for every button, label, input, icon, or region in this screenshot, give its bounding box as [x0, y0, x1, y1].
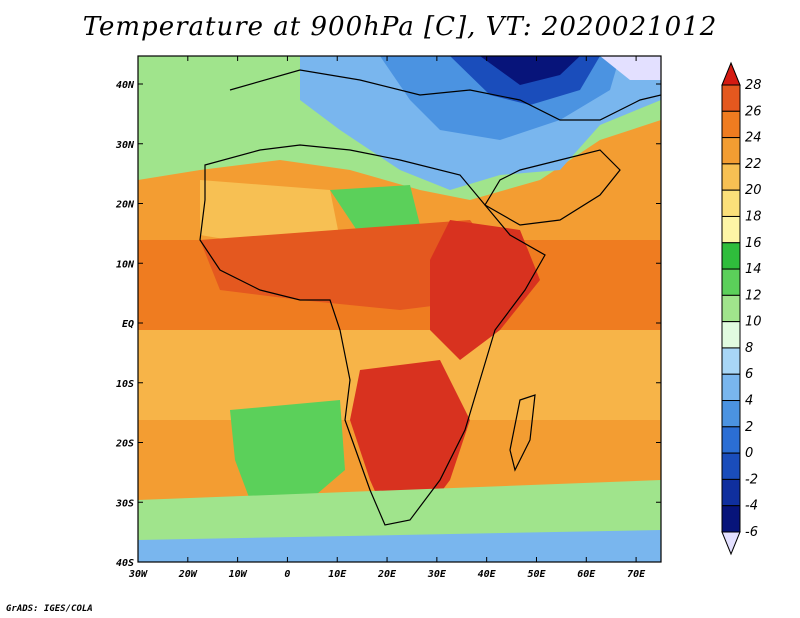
longitude-axis: 30W 20W 10W 0 10E 20E 30E 40E 50E 60E 70E — [128, 56, 646, 580]
colorbar-band — [721, 215, 741, 244]
under-range-region — [600, 56, 661, 80]
colorbar-band — [721, 321, 741, 349]
colorbar-label: 8 — [745, 341, 753, 356]
colorbar-label: 14 — [745, 262, 762, 277]
colorbar-label: 26 — [745, 104, 762, 119]
colorbar-band — [721, 137, 741, 165]
lon-tick-label: 50E — [527, 569, 546, 580]
madagascar-coastline — [509, 394, 536, 472]
lat-tick-label: 40N — [116, 80, 135, 91]
east-africa-hot — [430, 220, 540, 360]
colorbar-band — [721, 347, 741, 375]
lat-tick-label: 20N — [115, 200, 135, 211]
temperature-field — [138, 56, 661, 562]
colorbar-label: 24 — [745, 131, 762, 146]
colorbar-band — [721, 163, 741, 191]
colorbar-label: 2 — [745, 420, 753, 435]
colorbar-label: 4 — [745, 394, 753, 409]
colorbar-label: 16 — [745, 236, 762, 251]
lat-tick-label: 30N — [115, 140, 135, 151]
lat-tick-label: 10S — [116, 379, 134, 390]
lat-tick-label: 10N — [116, 259, 135, 270]
lat-tick-label: EQ — [122, 319, 134, 330]
lon-tick-label: 40E — [478, 569, 497, 580]
lat-tick-label: 20S — [115, 439, 134, 450]
lat-tick-label: 30S — [115, 498, 134, 509]
colorbar-label: -6 — [745, 525, 758, 540]
colorbar-label: -2 — [745, 472, 758, 487]
colorbar-label: 22 — [745, 157, 762, 172]
colorbar-over-triangle — [721, 61, 741, 86]
colorbar-label: 0 — [745, 446, 753, 461]
colorbar-band — [721, 505, 741, 533]
lon-tick-label: 10W — [229, 569, 248, 580]
colorbar-label: -4 — [745, 499, 758, 514]
africa-coastline — [199, 144, 546, 526]
lon-tick-label: 30E — [427, 569, 447, 580]
west-sahara-warm — [200, 180, 340, 245]
colorbar-band — [721, 268, 741, 296]
latitude-axis: 40N 30N 20N 10N EQ 10S 20S 30S 40S — [115, 80, 661, 569]
lon-tick-label: 60E — [577, 569, 596, 580]
plot-frame — [137, 55, 662, 563]
europe-asia-coastline — [229, 69, 661, 121]
colorbar-band — [721, 189, 741, 217]
colorbar-band — [721, 478, 741, 507]
colorbar-band — [721, 373, 741, 402]
colorbar-under-triangle — [721, 531, 741, 556]
colorbar-label: 6 — [745, 367, 753, 382]
lon-tick-label: 70E — [627, 569, 646, 580]
sahel-hot-band — [200, 220, 500, 310]
arabia-coastline — [484, 149, 621, 226]
colorbar-band — [721, 110, 741, 139]
colorbar-label: 18 — [745, 209, 762, 224]
colorbar-band — [721, 84, 741, 112]
lon-tick-label: 10E — [328, 569, 347, 580]
colorbar-band — [721, 426, 741, 454]
colorbar-band — [721, 452, 741, 480]
colorbar-band — [721, 400, 741, 428]
lat-tick-label: 40S — [116, 558, 134, 569]
lon-tick-label: 0 — [284, 569, 290, 580]
south-atlantic-cool — [230, 400, 345, 500]
map-title: Temperature at 900hPa [C], VT: 202002101… — [82, 12, 718, 42]
colorbar-band — [721, 294, 741, 323]
sahara-green-patch — [330, 185, 420, 235]
colorbar-band — [721, 242, 741, 270]
southern-ocean-cold — [138, 530, 661, 562]
colorbar-label: 28 — [745, 78, 762, 93]
lon-tick-label: 20E — [377, 569, 397, 580]
coldest-region — [480, 56, 580, 85]
colorbar-label: 12 — [745, 288, 762, 303]
coastlines — [199, 69, 661, 526]
credit-text: GrADS: IGES/COLA — [6, 604, 93, 614]
colorbar-label: 10 — [745, 315, 762, 330]
lon-tick-label: 30W — [128, 569, 148, 580]
southern-africa-hot — [350, 360, 470, 525]
colorbar-label: 20 — [745, 183, 762, 198]
lon-tick-label: 20W — [178, 569, 198, 580]
